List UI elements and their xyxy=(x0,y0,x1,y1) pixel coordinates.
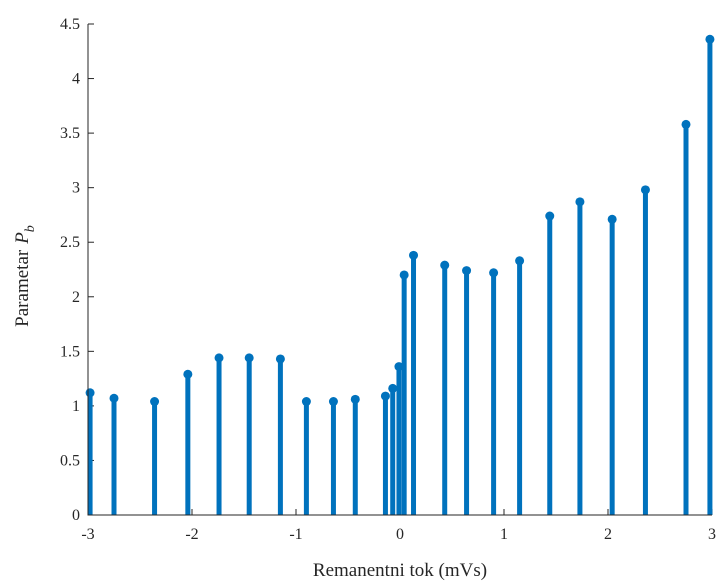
y-tick-label: 3 xyxy=(72,180,80,197)
stem-marker xyxy=(640,185,650,195)
stem-marker xyxy=(399,270,409,280)
x-tick-label: 2 xyxy=(604,526,612,543)
stem-marker xyxy=(275,354,285,364)
stem-marker xyxy=(244,353,254,363)
y-tick-label: 1.5 xyxy=(60,343,80,360)
stem-marker xyxy=(489,268,499,278)
y-tick-label: 4.5 xyxy=(60,16,80,33)
stem-marker xyxy=(85,388,95,398)
stem-marker xyxy=(462,266,472,276)
stem-marker xyxy=(183,369,193,379)
stem-marker xyxy=(301,397,311,407)
y-axis-label-subscript: b xyxy=(23,225,38,232)
stem-marker xyxy=(328,397,338,407)
stem-marker xyxy=(409,250,419,260)
stem-marker xyxy=(545,211,555,221)
y-tick-label: 2 xyxy=(72,289,80,306)
stem-marker xyxy=(440,260,450,270)
stem-marker xyxy=(515,256,525,266)
stem-marker xyxy=(350,394,360,404)
y-axis-label-text: Parametar xyxy=(12,249,33,327)
x-tick-label: -3 xyxy=(81,526,94,543)
stem-marker xyxy=(681,119,691,129)
y-tick-label: 4 xyxy=(72,71,80,88)
y-tick-label: 0.5 xyxy=(60,452,80,469)
stem-series xyxy=(85,34,715,515)
y-tick-label: 0 xyxy=(72,507,80,524)
stem-marker xyxy=(109,393,119,403)
y-tick-label: 1 xyxy=(72,398,80,415)
stem-marker xyxy=(380,391,390,401)
x-tick-label: -2 xyxy=(185,526,198,543)
y-tick-label: 2.5 xyxy=(60,234,80,251)
stem-marker xyxy=(150,397,160,407)
y-tick-label: 3.5 xyxy=(60,125,80,142)
stem-marker xyxy=(394,362,404,372)
x-axis-label: Remanentni tok (mVs) xyxy=(313,560,487,581)
y-axis-label: Parametar Pb xyxy=(12,225,38,327)
y-axis-label-symbol: P xyxy=(12,232,33,245)
stem-marker xyxy=(214,353,224,363)
y-axis-ticks: 0 0.5 1 1.5 2 2.5 3 3.5 4 4.5 xyxy=(60,16,94,524)
stem-marker xyxy=(388,383,398,393)
x-tick-label: 3 xyxy=(708,526,716,543)
x-axis-ticks: -3 -2 -1 0 1 2 3 xyxy=(81,509,716,543)
stem-marker xyxy=(575,197,585,207)
stem-marker xyxy=(705,34,715,44)
axis-lines xyxy=(87,24,712,516)
x-tick-label: 0 xyxy=(396,526,404,543)
x-tick-label: 1 xyxy=(500,526,508,543)
x-tick-label: -1 xyxy=(289,526,302,543)
stem-marker xyxy=(607,214,617,224)
